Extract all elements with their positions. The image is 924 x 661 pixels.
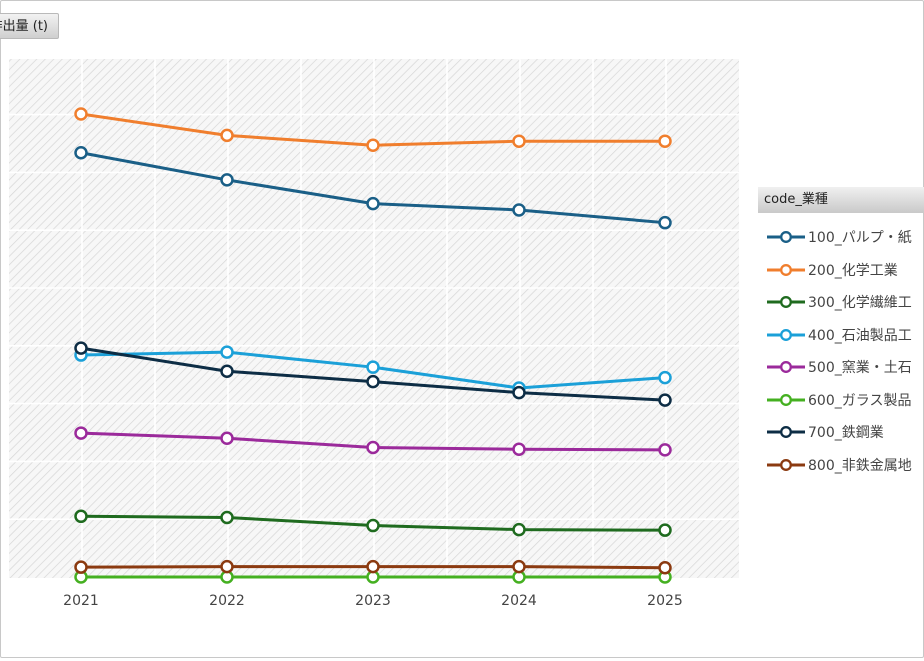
data-point[interactable] — [74, 341, 88, 355]
legend-item[interactable]: 100_パルプ・紙 — [758, 221, 924, 254]
data-point[interactable] — [512, 134, 526, 148]
legend-swatch — [767, 393, 805, 406]
legend-label: 600_ガラス製品 — [808, 392, 912, 409]
x-tick-label: 2025 — [647, 593, 683, 609]
legend-item[interactable]: 700_鉄鋼業 — [758, 416, 924, 449]
legend-item[interactable]: 500_窯業・土石 — [758, 351, 924, 384]
legend-item[interactable]: 600_ガラス製品 — [758, 384, 924, 417]
series-7 — [74, 559, 672, 575]
data-point[interactable] — [658, 523, 672, 537]
series-4 — [74, 426, 672, 457]
series-6 — [74, 341, 672, 407]
series-1 — [74, 107, 672, 152]
data-point[interactable] — [74, 426, 88, 440]
data-point[interactable] — [366, 518, 380, 533]
data-point[interactable] — [366, 559, 380, 574]
x-tick-label: 2023 — [355, 593, 391, 609]
data-point[interactable] — [220, 364, 234, 378]
data-point[interactable] — [220, 128, 234, 143]
data-point[interactable] — [74, 560, 88, 574]
data-point[interactable] — [220, 345, 234, 359]
legend-item[interactable]: 400_石油製品工 — [758, 319, 924, 352]
data-point[interactable] — [366, 138, 380, 152]
legend-label: 400_石油製品工 — [808, 327, 912, 344]
legend-item[interactable]: 800_非鉄金属地 — [758, 449, 924, 482]
legend-swatch — [767, 328, 805, 341]
data-point[interactable] — [512, 559, 526, 574]
data-point[interactable] — [658, 215, 672, 230]
legend: code_業種 100_パルプ・紙 200_化学工業 300_化学繊維工 400_石油… — [758, 187, 924, 481]
legend-swatch — [767, 361, 805, 374]
legend-label: 700_鉄鋼業 — [808, 425, 884, 442]
legend-swatch — [767, 296, 805, 309]
data-point[interactable] — [366, 196, 380, 211]
data-point[interactable] — [220, 510, 234, 525]
series-5 — [74, 570, 672, 584]
data-point[interactable] — [74, 107, 88, 121]
legend-title: code_業種 — [758, 187, 924, 213]
legend-item[interactable]: 300_化学繊維工 — [758, 286, 924, 319]
data-point[interactable] — [220, 559, 234, 574]
data-point[interactable] — [366, 360, 380, 374]
data-point[interactable] — [512, 442, 526, 457]
data-point[interactable] — [366, 374, 380, 389]
data-point[interactable] — [74, 145, 88, 160]
legend-label: 200_化学工業 — [808, 262, 898, 279]
data-point[interactable] — [74, 509, 88, 524]
legend-item[interactable]: 200_化学工業 — [758, 254, 924, 287]
data-point[interactable] — [658, 393, 672, 407]
data-point[interactable] — [366, 440, 380, 455]
data-point[interactable] — [220, 431, 234, 446]
data-point[interactable] — [512, 522, 526, 537]
legend-swatch — [767, 458, 805, 471]
legend-swatch — [767, 231, 805, 244]
data-point[interactable] — [658, 561, 672, 575]
legend-label: 500_窯業・土石 — [808, 360, 912, 377]
y-axis-title: 排出量 (t) — [0, 13, 59, 39]
legend-label: 100_パルプ・紙 — [808, 230, 912, 247]
x-tick-label: 2022 — [209, 593, 245, 609]
legend-label: 300_化学繊維工 — [808, 295, 912, 312]
legend-swatch — [767, 426, 805, 439]
data-point[interactable] — [658, 443, 672, 457]
series-2 — [74, 509, 672, 537]
data-point[interactable] — [512, 203, 526, 217]
x-tick-label: 2024 — [501, 593, 537, 609]
x-tick-label: 2021 — [63, 593, 99, 609]
legend-label: 800_非鉄金属地 — [808, 457, 912, 474]
series-0 — [74, 145, 672, 230]
data-point[interactable] — [658, 370, 672, 385]
legend-swatch — [767, 263, 805, 276]
data-point[interactable] — [658, 134, 672, 148]
data-point[interactable] — [220, 173, 234, 187]
data-point[interactable] — [512, 385, 526, 400]
